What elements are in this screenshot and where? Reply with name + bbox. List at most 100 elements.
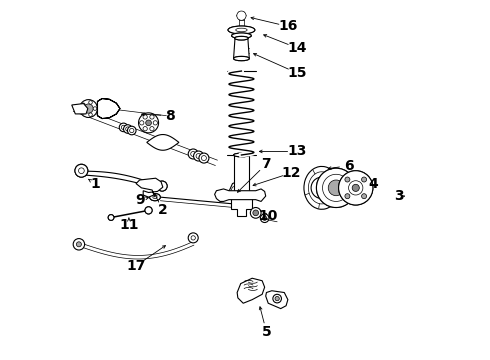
Circle shape xyxy=(191,152,196,157)
Circle shape xyxy=(139,113,159,133)
Circle shape xyxy=(362,177,367,182)
Text: 1: 1 xyxy=(90,176,100,190)
Circle shape xyxy=(273,294,281,303)
Polygon shape xyxy=(237,278,265,303)
Circle shape xyxy=(322,174,350,202)
Ellipse shape xyxy=(232,33,251,39)
Ellipse shape xyxy=(234,57,249,61)
Ellipse shape xyxy=(234,194,249,198)
Circle shape xyxy=(150,127,154,131)
Circle shape xyxy=(362,194,367,199)
Circle shape xyxy=(317,168,356,207)
Circle shape xyxy=(89,101,92,104)
Circle shape xyxy=(260,214,269,222)
Polygon shape xyxy=(98,99,120,118)
Circle shape xyxy=(263,216,267,220)
Circle shape xyxy=(317,168,356,207)
Circle shape xyxy=(79,100,98,117)
Circle shape xyxy=(339,171,373,205)
Ellipse shape xyxy=(234,153,249,157)
Circle shape xyxy=(108,215,114,220)
Circle shape xyxy=(145,207,152,214)
Polygon shape xyxy=(231,196,252,216)
Circle shape xyxy=(84,104,93,113)
Circle shape xyxy=(122,125,126,130)
Ellipse shape xyxy=(228,26,255,34)
Text: 6: 6 xyxy=(344,159,353,173)
Text: 2: 2 xyxy=(158,203,168,217)
Circle shape xyxy=(150,115,154,119)
Circle shape xyxy=(126,127,130,131)
Text: 10: 10 xyxy=(259,209,278,223)
Circle shape xyxy=(237,11,246,20)
Circle shape xyxy=(250,207,261,218)
Polygon shape xyxy=(215,189,266,202)
Circle shape xyxy=(75,164,88,177)
Circle shape xyxy=(157,181,167,191)
Circle shape xyxy=(275,296,279,301)
Circle shape xyxy=(130,129,134,133)
Circle shape xyxy=(108,215,114,220)
Circle shape xyxy=(311,177,333,199)
Circle shape xyxy=(73,239,85,250)
Circle shape xyxy=(328,180,344,196)
Circle shape xyxy=(146,120,151,126)
Circle shape xyxy=(153,121,157,125)
Polygon shape xyxy=(147,135,179,150)
Circle shape xyxy=(191,236,196,240)
Circle shape xyxy=(339,171,373,205)
Circle shape xyxy=(127,126,136,135)
Circle shape xyxy=(352,184,359,192)
Text: 15: 15 xyxy=(287,66,307,80)
Circle shape xyxy=(157,181,167,191)
Text: 5: 5 xyxy=(262,325,271,339)
Ellipse shape xyxy=(228,26,255,34)
Text: 12: 12 xyxy=(282,166,301,180)
Text: 3: 3 xyxy=(394,189,403,203)
Text: 4: 4 xyxy=(368,176,378,190)
Polygon shape xyxy=(136,178,163,197)
Polygon shape xyxy=(72,104,88,114)
Polygon shape xyxy=(78,171,159,189)
Circle shape xyxy=(345,177,350,182)
Ellipse shape xyxy=(149,194,160,201)
Circle shape xyxy=(199,153,209,163)
Circle shape xyxy=(89,113,92,116)
Circle shape xyxy=(123,125,132,133)
Circle shape xyxy=(145,207,152,214)
Circle shape xyxy=(188,149,198,159)
Circle shape xyxy=(348,181,363,195)
Ellipse shape xyxy=(153,196,157,199)
Ellipse shape xyxy=(234,194,249,198)
Ellipse shape xyxy=(232,33,251,39)
Text: 17: 17 xyxy=(126,259,146,273)
Ellipse shape xyxy=(235,36,248,40)
Text: 9: 9 xyxy=(135,193,145,207)
Text: 16: 16 xyxy=(278,19,297,33)
Circle shape xyxy=(253,210,259,216)
Circle shape xyxy=(143,127,147,131)
Circle shape xyxy=(143,115,147,119)
Ellipse shape xyxy=(234,57,249,61)
Circle shape xyxy=(196,153,201,158)
Text: 7: 7 xyxy=(262,157,271,171)
Circle shape xyxy=(119,123,128,132)
Circle shape xyxy=(201,156,206,161)
Polygon shape xyxy=(234,38,249,59)
Polygon shape xyxy=(234,155,249,196)
Polygon shape xyxy=(266,291,288,309)
Text: 14: 14 xyxy=(287,41,307,55)
Text: 13: 13 xyxy=(287,144,306,158)
Text: 8: 8 xyxy=(165,109,175,123)
Circle shape xyxy=(188,233,198,243)
Text: 11: 11 xyxy=(119,218,139,231)
Circle shape xyxy=(239,13,245,18)
Ellipse shape xyxy=(236,28,247,32)
Circle shape xyxy=(93,107,97,111)
Circle shape xyxy=(78,168,84,174)
Ellipse shape xyxy=(234,153,249,157)
Ellipse shape xyxy=(149,194,160,201)
Circle shape xyxy=(140,121,144,125)
Circle shape xyxy=(75,164,88,177)
Circle shape xyxy=(76,242,81,247)
